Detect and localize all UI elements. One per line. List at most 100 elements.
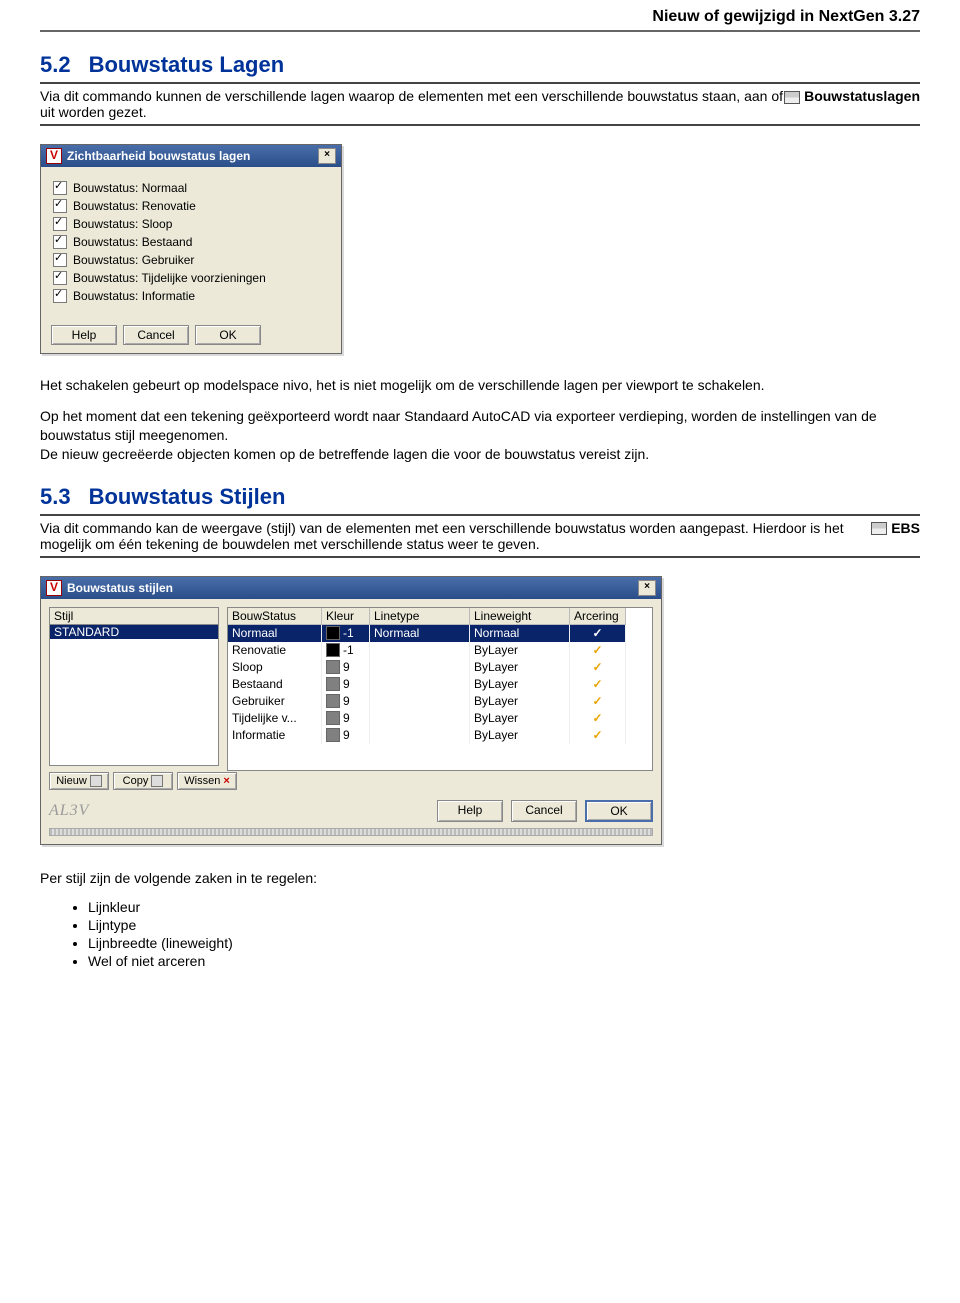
checkbox-icon[interactable] [53,199,67,213]
cell-arcering[interactable]: ✓ [570,676,626,693]
cell-linetype[interactable] [370,727,470,744]
col-bouwstatus[interactable]: BouwStatus [228,608,322,625]
checkbox-row[interactable]: Bouwstatus: Renovatie [53,199,329,213]
heading-5-2-title: Bouwstatus Lagen [89,52,285,77]
table-row[interactable]: Tijdelijke v...9ByLayer✓ [228,710,652,727]
intro-53: Via dit commando kan de weergave (stijl)… [40,520,844,552]
nieuw-label: Nieuw [56,775,87,787]
cell-linetype[interactable] [370,693,470,710]
cell-arcering[interactable]: ✓ [570,659,626,676]
dialog-visibility-layers: V Zichtbaarheid bouwstatus lagen × Bouws… [40,144,342,354]
cell-arcering[interactable]: ✓ [570,727,626,744]
new-icon [90,775,102,787]
check-icon: ✓ [592,727,602,744]
cell-lineweight[interactable]: ByLayer [470,727,570,744]
ok-button[interactable]: OK [195,325,261,345]
cell-linetype[interactable] [370,676,470,693]
app-icon: V [46,148,62,164]
table-row[interactable]: Informatie9ByLayer✓ [228,727,652,744]
heading-5-3-title: Bouwstatus Stijlen [89,484,286,509]
cell-lineweight[interactable]: ByLayer [470,693,570,710]
cell-bouwstatus: Gebruiker [228,693,322,710]
cell-linetype[interactable] [370,642,470,659]
checkbox-row[interactable]: Bouwstatus: Sloop [53,217,329,231]
check-icon: ✓ [592,710,602,727]
cell-kleur[interactable]: 9 [322,710,370,727]
cell-arcering[interactable]: ✓ [570,625,626,642]
color-swatch [326,643,340,657]
color-swatch [326,694,340,708]
cell-arcering[interactable]: ✓ [570,710,626,727]
cell-kleur[interactable]: 9 [322,693,370,710]
checkbox-row[interactable]: Bouwstatus: Bestaand [53,235,329,249]
cancel-button[interactable]: Cancel [123,325,189,345]
table-row[interactable]: Renovatie-1ByLayer✓ [228,642,652,659]
cell-lineweight[interactable]: ByLayer [470,642,570,659]
dialog-title: Zichtbaarheid bouwstatus lagen [67,149,250,163]
col-linetype[interactable]: Linetype [370,608,470,625]
checkbox-icon[interactable] [53,181,67,195]
cell-linetype[interactable] [370,710,470,727]
help-button[interactable]: Help [51,325,117,345]
checkbox-label: Bouwstatus: Normaal [73,181,187,195]
color-swatch [326,660,340,674]
checkbox-icon[interactable] [53,289,67,303]
cancel-button[interactable]: Cancel [511,800,577,822]
checkbox-icon[interactable] [53,271,67,285]
checkbox-row[interactable]: Bouwstatus: Normaal [53,181,329,195]
para-53-after: Per stijl zijn de volgende zaken in te r… [40,869,920,888]
cell-lineweight[interactable]: ByLayer [470,676,570,693]
checkbox-icon[interactable] [53,235,67,249]
titlebar: V Bouwstatus stijlen × [41,577,661,599]
col-lineweight[interactable]: Lineweight [470,608,570,625]
help-button[interactable]: Help [437,800,503,822]
cell-bouwstatus: Normaal [228,625,322,642]
nieuw-button[interactable]: Nieuw [49,772,109,790]
heading-5-3: 5.3Bouwstatus Stijlen [40,484,920,516]
heading-5-2-num: 5.2 [40,52,71,77]
resize-grip[interactable] [49,828,653,836]
checkbox-row[interactable]: Bouwstatus: Informatie [53,289,329,303]
brand-label: AL3V [49,802,437,820]
col-arcering[interactable]: Arcering [570,608,626,625]
cell-kleur[interactable]: -1 [322,625,370,642]
cell-linetype[interactable]: Normaal [370,625,470,642]
check-icon: ✓ [592,676,602,693]
cell-linetype[interactable] [370,659,470,676]
command-block-53: EBS Via dit commando kan de weergave (st… [40,520,920,558]
cell-kleur[interactable]: 9 [322,727,370,744]
checkbox-label: Bouwstatus: Gebruiker [73,253,194,267]
cell-arcering[interactable]: ✓ [570,642,626,659]
table-row[interactable]: Gebruiker9 ByLayer✓ [228,693,652,710]
cell-arcering[interactable]: ✓ [570,693,626,710]
checkbox-label: Bouwstatus: Informatie [73,289,195,303]
close-icon[interactable]: × [638,580,656,596]
checkbox-label: Bouwstatus: Sloop [73,217,172,231]
checkbox-icon[interactable] [53,217,67,231]
close-icon[interactable]: × [318,148,336,164]
check-icon: ✓ [592,642,602,659]
style-list-item[interactable]: STANDARD [50,625,218,639]
cell-kleur[interactable]: -1 [322,642,370,659]
para-52-2: Op het moment dat een tekening geëxporte… [40,407,920,464]
status-grid[interactable]: BouwStatus Kleur Linetype Lineweight Arc… [227,607,653,771]
table-row[interactable]: Normaal-1NormaalNormaal✓ [228,625,652,642]
table-row[interactable]: Sloop9ByLayer✓ [228,659,652,676]
cell-lineweight[interactable]: ByLayer [470,659,570,676]
app-icon: V [46,580,62,596]
style-listbox[interactable]: STANDARD [49,624,219,766]
color-swatch [326,626,340,640]
checkbox-row[interactable]: Bouwstatus: Gebruiker [53,253,329,267]
cell-kleur[interactable]: 9 [322,676,370,693]
col-kleur[interactable]: Kleur [322,608,370,625]
copy-button[interactable]: Copy [113,772,173,790]
checkbox-icon[interactable] [53,253,67,267]
cell-lineweight[interactable]: Normaal [470,625,570,642]
table-row[interactable]: Bestaand9ByLayer✓ [228,676,652,693]
ok-button[interactable]: OK [585,800,653,822]
para-52-1: Het schakelen gebeurt op modelspace nivo… [40,376,920,395]
wissen-label: Wissen [184,775,220,787]
cell-kleur[interactable]: 9 [322,659,370,676]
cell-lineweight[interactable]: ByLayer [470,710,570,727]
checkbox-row[interactable]: Bouwstatus: Tijdelijke voorzieningen [53,271,329,285]
